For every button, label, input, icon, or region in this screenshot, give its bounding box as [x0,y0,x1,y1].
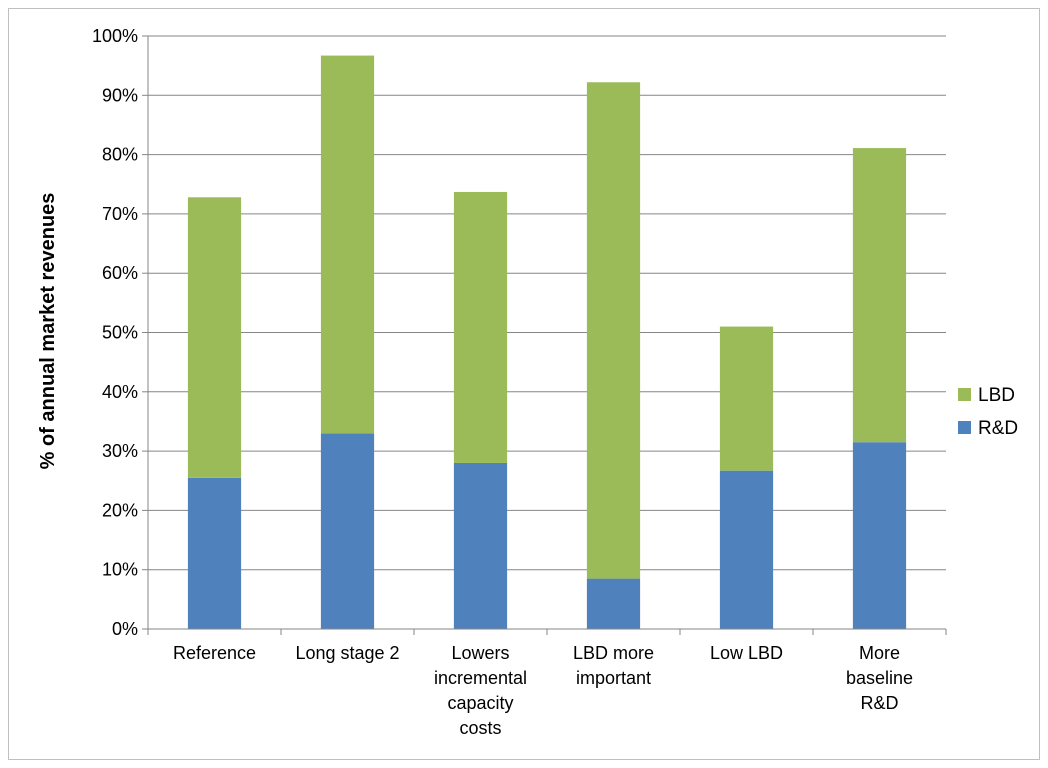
bars [187,55,907,629]
bar-lbd [187,197,242,478]
legend-label: R&D [978,418,1018,439]
x-tick-label: More baseline R&D [846,643,913,713]
bar-r-d [187,477,242,629]
legend-label: LBD [978,385,1015,406]
y-tick-label: 10% [102,560,138,580]
bar-r-d [586,578,641,629]
y-tick-label: 40% [102,382,138,402]
y-tick-label: 0% [112,619,138,639]
x-axis-ticks: Reference Long stage 2 Lowers incremental ca… [173,643,913,738]
y-tick-label: 30% [102,441,138,461]
bar-r-d [719,470,774,629]
bar-lbd [719,326,774,471]
x-tick-label: Low LBD [710,643,783,663]
bar-lbd [320,55,375,434]
bar-r-d [453,462,508,629]
x-tick-label: Long stage 2 [295,643,399,663]
x-tick-label: LBD more important [573,643,654,688]
y-tick-label: 90% [102,85,138,105]
y-axis-label: % of annual market revenues [37,193,59,470]
gridlines [148,35,946,571]
bar-lbd [852,148,907,443]
bar-r-d [320,433,375,629]
bar-lbd [586,82,641,579]
y-axis-ticks: 0% 10% 20% 30% 40% 50% 60% 70% 80% 90% 100% [92,26,138,639]
x-tick-label: Lowers incremental capacity costs [434,643,527,738]
legend: LBD R&D [958,385,1018,439]
stacked-bar-chart: 0% 10% 20% 30% 40% 50% 60% 70% 80% 90% 100% Refere… [37,26,1018,738]
axes [142,35,947,635]
y-tick-label: 20% [102,500,138,520]
bar-r-d [852,442,907,629]
y-tick-label: 50% [102,323,138,343]
legend-swatch [958,421,971,434]
y-tick-label: 60% [102,263,138,283]
legend-swatch [958,388,971,401]
y-tick-label: 70% [102,204,138,224]
bar-lbd [453,191,508,463]
chart-frame: 0% 10% 20% 30% 40% 50% 60% 70% 80% 90% 100% Refere… [8,8,1040,760]
y-tick-label: 100% [92,26,138,46]
x-tick-label: Reference [173,643,256,663]
y-tick-label: 80% [102,145,138,165]
